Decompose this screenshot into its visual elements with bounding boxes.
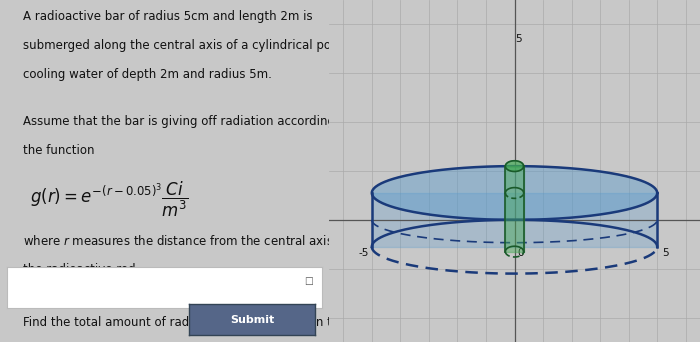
Text: -5: -5 bbox=[358, 249, 368, 259]
Text: ☐: ☐ bbox=[304, 277, 312, 287]
Text: Find the total amount of radiation, in curies (Ci), in the: Find the total amount of radiation, in c… bbox=[23, 316, 346, 329]
Text: $g(r) = e^{-(r-0.05)^3} \dfrac{Ci}{m^3}$: $g(r) = e^{-(r-0.05)^3} \dfrac{Ci}{m^3}$ bbox=[29, 180, 188, 219]
Text: where $r$ measures the distance from the central axis of: where $r$ measures the distance from the… bbox=[23, 234, 349, 248]
Text: cooling water of depth 2m and radius 5m.: cooling water of depth 2m and radius 5m. bbox=[23, 68, 272, 81]
Text: Submit: Submit bbox=[230, 315, 274, 325]
Text: 0: 0 bbox=[517, 249, 524, 259]
Text: A radioactive bar of radius 5cm and length 2m is: A radioactive bar of radius 5cm and leng… bbox=[23, 10, 313, 23]
Text: submerged along the central axis of a cylindrical pool of: submerged along the central axis of a cy… bbox=[23, 39, 356, 52]
Text: the function: the function bbox=[23, 144, 94, 157]
Text: 5: 5 bbox=[662, 249, 669, 259]
Text: Assume that the bar is giving off radiation according to: Assume that the bar is giving off radiat… bbox=[23, 115, 351, 128]
Text: the radioactive rod.: the radioactive rod. bbox=[23, 263, 139, 276]
Polygon shape bbox=[505, 166, 524, 252]
Polygon shape bbox=[505, 161, 524, 171]
Polygon shape bbox=[372, 166, 657, 220]
Text: 5: 5 bbox=[515, 34, 522, 43]
Polygon shape bbox=[372, 193, 657, 247]
